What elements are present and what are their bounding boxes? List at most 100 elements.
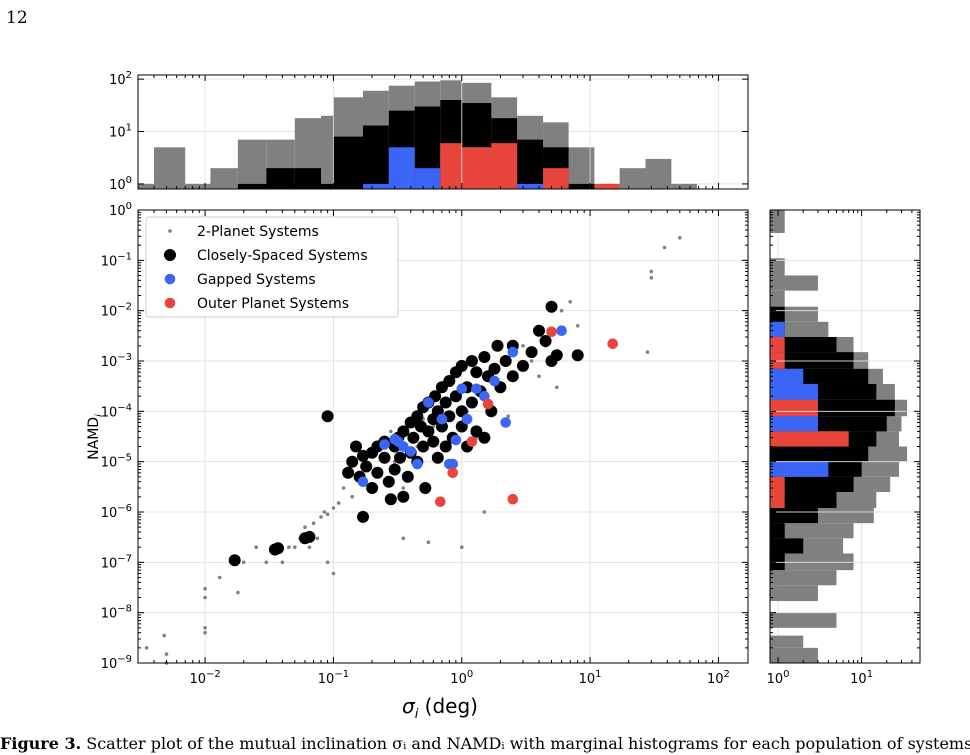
data-point <box>203 630 207 635</box>
data-point <box>435 420 448 433</box>
data-point <box>325 512 330 517</box>
data-point <box>456 383 468 395</box>
histogram-bar <box>333 136 364 189</box>
data-point <box>478 431 491 444</box>
histogram-bar <box>266 168 295 189</box>
histogram-bar <box>770 523 854 539</box>
caption-label: Figure 3. <box>0 734 82 753</box>
y-tick-label: 10−4 <box>101 402 132 420</box>
x-tick-label: 10−1 <box>318 669 349 687</box>
data-point <box>488 362 501 375</box>
histogram-bar <box>770 553 854 571</box>
y-tick-label: 10−8 <box>101 604 132 622</box>
series-3 <box>435 326 618 508</box>
data-point <box>307 545 312 549</box>
data-point <box>550 349 563 362</box>
x-tick-label: 100 <box>450 669 473 687</box>
data-point <box>357 476 369 488</box>
data-point <box>470 366 483 379</box>
data-point <box>466 436 478 447</box>
bars-red <box>770 336 849 509</box>
data-point <box>439 396 452 409</box>
data-point <box>217 575 222 580</box>
data-point <box>397 490 410 503</box>
data-point <box>426 540 431 545</box>
data-point <box>521 344 525 348</box>
data-point <box>431 451 444 464</box>
y-tick-label: 10−6 <box>101 503 132 521</box>
data-point <box>423 397 434 408</box>
bars-black <box>770 306 895 571</box>
data-point <box>417 440 430 453</box>
data-point <box>439 440 452 453</box>
histogram-bar <box>770 570 837 586</box>
data-point <box>384 493 397 506</box>
y-tick-label: 10−9 <box>101 654 132 672</box>
data-point <box>401 536 406 541</box>
data-point <box>405 446 417 457</box>
histogram-bar <box>210 168 238 189</box>
data-point <box>482 398 494 410</box>
y-tick-label: 10−5 <box>101 453 132 471</box>
data-point <box>559 308 564 313</box>
histogram-bar <box>770 461 829 477</box>
histogram-bar <box>770 508 818 524</box>
plot-frame <box>137 209 749 664</box>
data-point <box>506 414 511 419</box>
histogram-bar <box>619 168 646 189</box>
histogram-bar <box>154 147 186 189</box>
data-point <box>366 482 379 494</box>
data-point <box>388 463 401 476</box>
data-point <box>607 338 618 350</box>
plot-frame <box>769 209 921 664</box>
histogram-bar <box>770 431 849 447</box>
histogram-bar <box>770 352 785 369</box>
histogram-bar <box>770 635 804 648</box>
histogram-bar <box>237 183 267 189</box>
data-point <box>371 466 384 479</box>
data-point <box>272 542 284 555</box>
y-tick-label: 100 <box>109 201 132 219</box>
data-point <box>360 460 373 473</box>
x-tick-label: 10−2 <box>189 669 220 687</box>
data-point <box>507 346 519 358</box>
legend-label: Outer Planet Systems <box>197 296 349 312</box>
histogram-bar <box>770 612 837 628</box>
data-point <box>357 510 369 523</box>
histogram-bar <box>770 336 837 353</box>
data-point <box>303 525 307 529</box>
data-point <box>319 515 323 519</box>
data-point <box>649 269 654 274</box>
data-point <box>571 349 584 362</box>
histogram-bar <box>294 168 321 189</box>
data-point <box>321 410 334 423</box>
data-point <box>450 434 462 446</box>
data-point <box>331 506 336 510</box>
legend: 2-Planet Systems Closely-Spaced Systems Ga… <box>145 216 399 318</box>
data-point <box>556 325 567 337</box>
y-tick-label: 10−7 <box>101 553 132 571</box>
legend-marker <box>164 297 176 309</box>
legend-box <box>145 216 399 318</box>
data-point <box>397 425 410 438</box>
data-point <box>228 554 241 567</box>
data-point <box>568 300 572 304</box>
data-point <box>506 370 519 383</box>
histogram-bar <box>461 147 492 189</box>
data-point <box>649 276 654 280</box>
data-point <box>287 545 291 549</box>
data-point <box>471 383 482 395</box>
data-point <box>662 245 667 250</box>
y-tick-label: 102 <box>109 70 132 88</box>
data-point <box>315 536 320 541</box>
histogram-bar <box>770 321 785 337</box>
data-point <box>460 545 464 549</box>
histogram-bar <box>770 210 785 233</box>
data-point <box>203 626 207 630</box>
data-point <box>443 375 456 387</box>
histogram-bar <box>543 168 569 189</box>
data-point <box>341 486 346 490</box>
data-point <box>236 590 240 595</box>
data-point <box>517 359 529 372</box>
